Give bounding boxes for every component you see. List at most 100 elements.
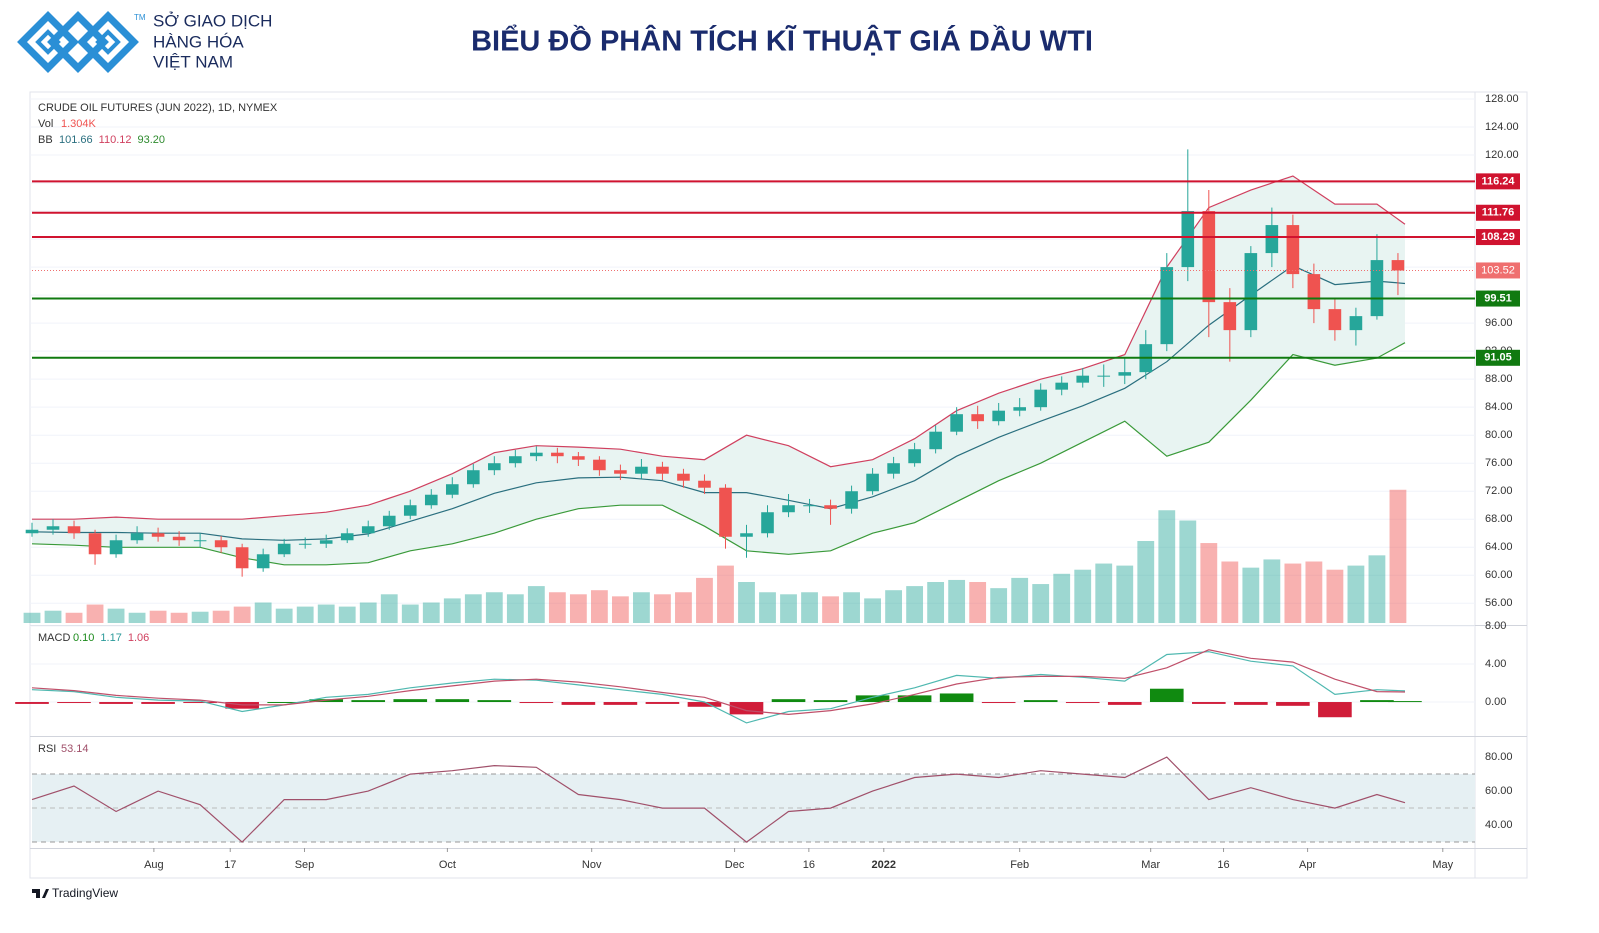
level-label: 111.76 xyxy=(1482,207,1514,219)
y-tick-label: 128.00 xyxy=(1485,93,1519,105)
histogram-bar xyxy=(393,699,428,703)
volume-bar xyxy=(296,606,314,623)
volume-bar xyxy=(843,592,860,623)
candle-body xyxy=(445,484,459,495)
histogram-bar xyxy=(771,699,806,703)
volume-bar xyxy=(1347,565,1365,623)
candle-body xyxy=(551,452,564,457)
volume-bar xyxy=(1074,569,1092,623)
histogram-bar xyxy=(351,700,386,703)
y-tick-label: 0.00 xyxy=(1485,696,1506,708)
volume-bar xyxy=(464,594,482,623)
volume-bar xyxy=(759,592,776,623)
candle-body xyxy=(424,494,438,506)
volume-bar xyxy=(149,610,167,623)
candle-body xyxy=(361,526,375,534)
volume-bar xyxy=(969,582,987,623)
volume-bar xyxy=(717,565,734,623)
volume-bar xyxy=(317,604,335,623)
volume-bar xyxy=(1389,489,1407,623)
candle-body xyxy=(866,473,879,492)
volume-bar xyxy=(44,610,62,623)
volume-bar xyxy=(990,588,1008,623)
volume-bar xyxy=(1032,584,1050,623)
volume-bar xyxy=(1368,555,1386,623)
histogram-bar xyxy=(1023,700,1058,703)
candle-body xyxy=(887,463,900,474)
legend-name: Vol xyxy=(38,118,53,130)
candle-body xyxy=(1034,389,1048,408)
y-tick-label: 40.00 xyxy=(1485,819,1513,831)
legend-name: BB xyxy=(38,134,53,146)
candle-body xyxy=(1181,211,1195,268)
candle-body xyxy=(614,470,627,474)
logo-text: HÀNG HÓA xyxy=(153,32,244,51)
histogram-bar xyxy=(1107,702,1142,705)
volume-bar xyxy=(885,590,903,623)
volume-bar xyxy=(927,582,945,623)
candle-body xyxy=(1097,375,1111,377)
candle-body xyxy=(824,505,837,509)
logo xyxy=(17,11,139,73)
volume-bar xyxy=(1158,510,1176,623)
volume-bar xyxy=(359,602,377,623)
volume-bar xyxy=(1116,565,1134,623)
x-tick-label: 17 xyxy=(224,859,236,871)
candle-body xyxy=(1328,309,1342,331)
x-tick-label: 16 xyxy=(1217,859,1229,871)
histogram-bar xyxy=(981,702,1016,704)
volume-bar xyxy=(1137,541,1155,623)
candle-body xyxy=(698,480,711,488)
candle-body xyxy=(971,414,984,422)
volume-bar xyxy=(654,594,671,623)
x-tick-label: Dec xyxy=(725,859,745,871)
histogram-bar xyxy=(1360,700,1394,703)
candle-body xyxy=(1076,375,1090,383)
volume-bar xyxy=(443,598,461,623)
legend-value: 53.14 xyxy=(61,743,89,755)
candle-body xyxy=(929,431,942,450)
volume-bar xyxy=(780,594,797,623)
histogram-bar xyxy=(897,695,932,703)
page-title: BIỂU ĐỒ PHÂN TÍCH KĨ THUẬT GIÁ DẦU WTI xyxy=(471,24,1093,58)
logo-tm: TM xyxy=(134,13,146,22)
last-price-label: 103.52 xyxy=(1481,264,1515,276)
candle-body xyxy=(719,487,732,537)
volume-bar xyxy=(906,586,924,623)
volume-bar xyxy=(590,590,608,623)
candle-body xyxy=(1160,267,1174,345)
x-tick-label: Mar xyxy=(1141,859,1160,871)
histogram-bar xyxy=(267,702,301,704)
volume-bar xyxy=(527,586,545,623)
legend-value: 110.12 xyxy=(99,134,132,146)
histogram-bar xyxy=(141,702,175,704)
level-label: 99.51 xyxy=(1484,292,1512,304)
y-tick-label: 56.00 xyxy=(1485,597,1513,609)
candle-body xyxy=(319,540,333,544)
y-tick-label: 68.00 xyxy=(1485,513,1513,525)
histogram-bar xyxy=(687,702,722,707)
histogram-bar xyxy=(183,702,217,704)
frame xyxy=(29,91,1528,879)
candle-body xyxy=(572,456,585,460)
volume-bar xyxy=(191,611,209,623)
candle-body xyxy=(761,512,774,534)
histogram-bar xyxy=(477,700,512,703)
level-label: 91.05 xyxy=(1484,352,1512,364)
histogram-bar xyxy=(813,700,848,703)
volume-bar xyxy=(212,610,230,623)
logo-text: VIỆT NAM xyxy=(153,52,233,71)
candle-body xyxy=(151,533,165,537)
candle-body xyxy=(992,410,1005,422)
histogram-bar xyxy=(1276,702,1310,706)
candle-body xyxy=(193,540,207,542)
volume-bar xyxy=(128,612,146,623)
candle-body xyxy=(845,491,858,509)
candle-body xyxy=(298,543,312,545)
y-tick-label: 120.00 xyxy=(1485,149,1519,161)
candle-body xyxy=(277,543,291,555)
bb-fill xyxy=(32,176,1405,565)
candle-body xyxy=(403,505,417,516)
histogram-bar xyxy=(1318,702,1352,718)
